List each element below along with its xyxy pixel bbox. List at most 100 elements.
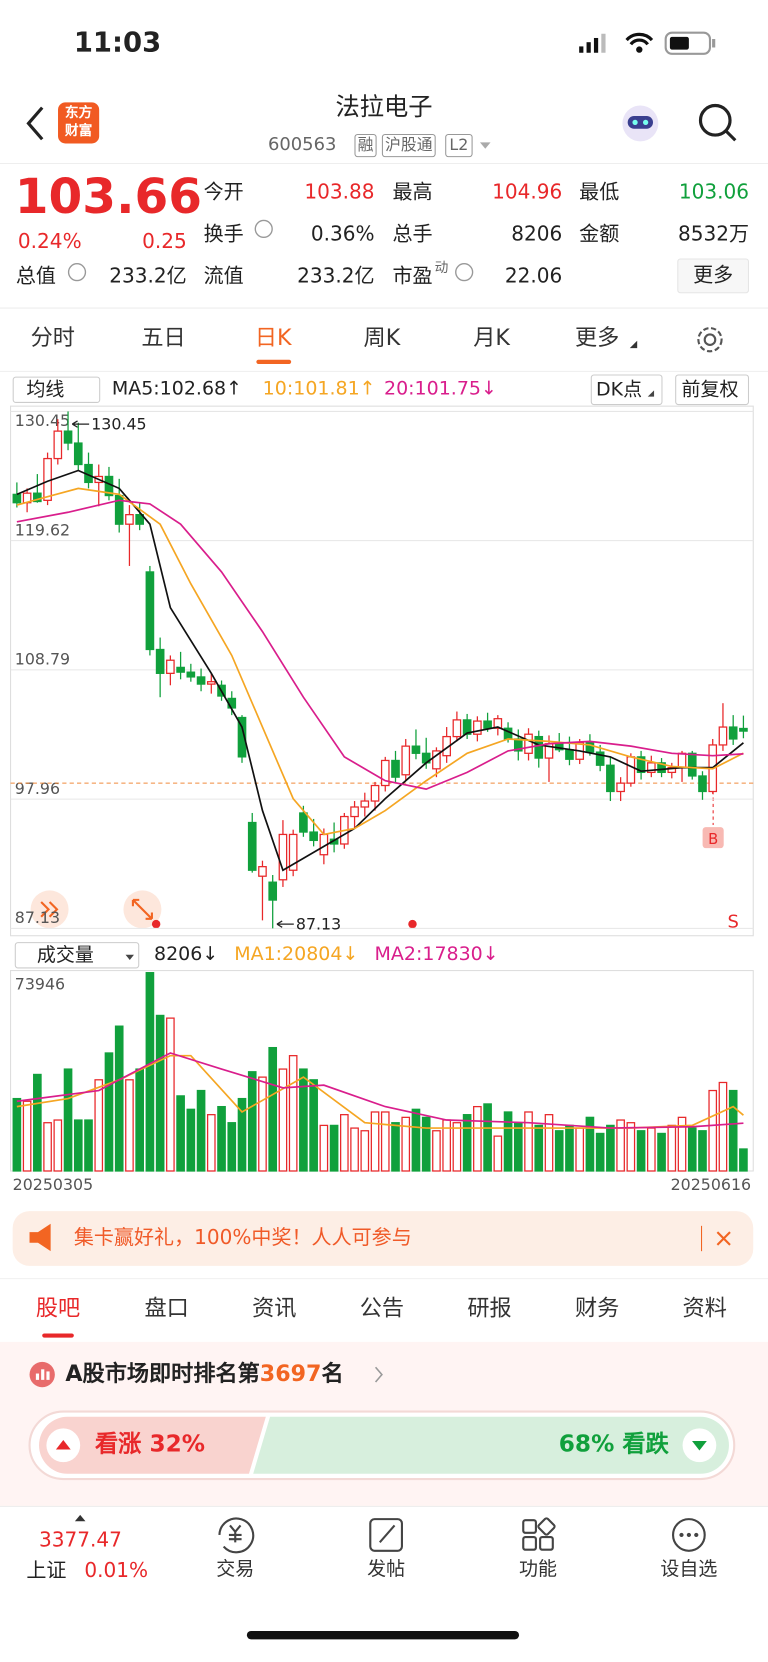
dk-button[interactable]: DK点 [590,374,663,406]
megaphone-icon [29,1223,51,1252]
banner-text[interactable]: 集卡赢好礼，100%中奖！人人可参与 [73,1225,412,1250]
section-tab[interactable]: 资料 [682,1295,727,1321]
candle-body [524,733,533,754]
volume-bar [309,1079,318,1172]
adjust-button[interactable]: 前复权 [675,374,750,406]
tab[interactable]: 更多 [574,324,620,351]
section-tab[interactable]: 财务 [574,1295,620,1321]
volume-selector[interactable]: 成交量 [14,942,140,969]
tab[interactable]: 日K [254,324,292,351]
volume-bar [462,1114,472,1172]
volume-bar [565,1124,574,1172]
section-tab[interactable]: 股吧 [35,1295,81,1321]
bear-bar[interactable] [253,1416,729,1474]
chart-buttons[interactable] [30,890,162,929]
index-name[interactable]: 上证 [26,1559,67,1583]
candle-body [728,726,738,740]
volume-bar [166,1017,175,1172]
tab[interactable]: 分时 [30,324,75,351]
volume-bar [350,1127,359,1172]
section-tab[interactable]: 公告 [359,1295,405,1321]
badge: L2 [445,133,473,158]
index-caret [74,1514,86,1522]
settings-icon[interactable] [697,327,723,353]
volume-bar [483,1103,492,1172]
nav-item[interactable]: 交易 [216,1558,255,1581]
volume-bar [626,1122,636,1172]
volume-bar [616,1119,625,1172]
candle-body [135,514,144,525]
tab[interactable]: 月K [473,324,510,351]
bear-text[interactable]: 68% 看跌 [558,1431,669,1458]
candle-body [268,881,278,901]
candle-body [206,681,216,685]
candle-body [687,752,697,777]
volume-bar [575,1127,585,1172]
nav-item[interactable]: 设自选 [660,1558,718,1581]
volume-bar [22,1100,32,1172]
stat-sup: 动 [434,260,449,277]
candle-body [63,430,73,444]
candle-body [616,782,625,793]
ma-line [16,487,744,836]
rank-chevron[interactable] [374,1366,383,1383]
volume-ma-line [16,1052,744,1129]
x-date-start: 20250305 [13,1175,93,1194]
badge: 沪股通 [381,133,436,158]
volume-bar [687,1127,697,1172]
stat-label: 最高 [392,180,433,204]
volume-value: 8206↓ [154,943,219,966]
time: 11:03 [73,27,162,60]
stat-value: 103.06 [678,180,750,204]
bull-bar[interactable] [39,1416,266,1474]
section-tab[interactable]: 盘口 [144,1295,189,1321]
buy-signal: B [708,831,718,848]
logo-line: 东方 [64,105,93,122]
section-tab[interactable]: 资讯 [252,1295,297,1321]
annotation-arrow [71,420,90,428]
more-button[interactable]: 更多 [677,258,750,294]
nav-item[interactable]: 发帖 [367,1558,406,1581]
volume-bar [698,1130,707,1172]
volume-bar [595,1132,605,1172]
tab[interactable]: 五日 [141,324,186,351]
ma-selector[interactable]: 均线 [12,376,101,403]
candle-body [247,821,257,871]
volume-bar [43,1122,52,1172]
volume-bar [411,1108,421,1172]
change-pct: 0.24% [17,229,82,254]
index-value[interactable]: 3377.47 [39,1528,122,1552]
volume-bar [63,1068,73,1172]
back-icon[interactable] [26,106,44,141]
index-change[interactable]: 0.01% [84,1559,149,1583]
candle-body [462,719,472,735]
stat-label: 总值 [15,264,56,288]
rank-icon [29,1361,55,1388]
candle-body [595,751,605,766]
logo[interactable]: 东方 财富 [58,102,100,144]
stat-label: 市盈 [392,264,433,288]
bull-text[interactable]: 看涨 32% [94,1431,206,1458]
volume-bar [114,1025,124,1172]
candle-body [493,718,503,729]
candle-body [73,442,83,466]
banner-close[interactable] [716,1231,731,1246]
volume-bar [677,1116,687,1172]
candle-body [155,648,165,674]
nav-item[interactable]: 功能 [519,1558,558,1581]
section-tab[interactable]: 研报 [467,1295,512,1321]
robot-icon[interactable] [622,105,659,142]
candle-body [483,720,492,729]
candle-body [237,716,247,758]
rank[interactable]: A股市场即时排名第3697名 [65,1362,343,1385]
candle-body [309,831,318,842]
candle-body [166,659,175,674]
search-icon[interactable] [698,103,737,142]
volume-bar [585,1116,595,1172]
volume-bar [196,1089,206,1172]
tab[interactable]: 周K [363,324,401,351]
candle-body [473,720,482,735]
candle-body [350,806,359,818]
volume-bar [718,1081,728,1172]
y-tick-label: 73946 [15,975,65,994]
